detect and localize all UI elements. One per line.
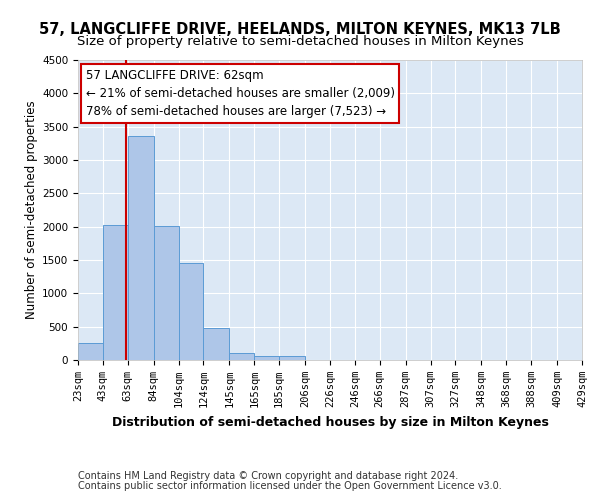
Bar (229, 354, 254, 360)
X-axis label: Distribution of semi-detached houses by size in Milton Keynes: Distribution of semi-detached houses by … (112, 416, 548, 428)
Text: Contains public sector information licensed under the Open Government Licence v3: Contains public sector information licen… (78, 481, 502, 491)
Bar (203, 328, 229, 360)
Bar (154, 226, 179, 360)
Text: 57, LANGCLIFFE DRIVE, HEELANDS, MILTON KEYNES, MK13 7LB: 57, LANGCLIFFE DRIVE, HEELANDS, MILTON K… (39, 22, 561, 38)
Bar (128, 136, 154, 360)
Text: 57 LANGCLIFFE DRIVE: 62sqm
← 21% of semi-detached houses are smaller (2,009)
78%: 57 LANGCLIFFE DRIVE: 62sqm ← 21% of semi… (86, 69, 395, 118)
Bar (103, 224, 128, 360)
Bar (254, 356, 279, 360)
Bar (78, 344, 103, 360)
Bar (279, 356, 305, 360)
Text: Size of property relative to semi-detached houses in Milton Keynes: Size of property relative to semi-detach… (77, 35, 523, 48)
Y-axis label: Number of semi-detached properties: Number of semi-detached properties (25, 100, 38, 320)
Text: Contains HM Land Registry data © Crown copyright and database right 2024.: Contains HM Land Registry data © Crown c… (78, 471, 458, 481)
Bar (179, 262, 203, 360)
